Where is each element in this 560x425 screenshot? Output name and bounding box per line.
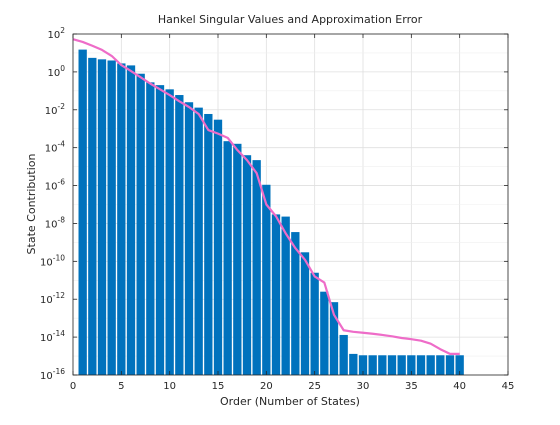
bar-order-11 xyxy=(175,95,184,375)
x-tick-label: 25 xyxy=(308,381,321,392)
y-tick-label: 10-8 xyxy=(45,215,65,230)
x-tick-labels: 0 5 10 15 20 25 30 35 40 45 xyxy=(70,381,515,392)
y-tick-label: 10-16 xyxy=(40,367,65,382)
plot-border xyxy=(72,33,509,376)
bar-order-33 xyxy=(387,355,397,375)
bar-series xyxy=(78,49,464,376)
y-axis-label: State Contribution xyxy=(25,154,38,255)
approximation-error-line xyxy=(72,38,460,355)
bar-order-24 xyxy=(300,252,310,375)
bar-order-36 xyxy=(416,355,426,375)
bar-order-8 xyxy=(146,82,155,375)
bar-order-18 xyxy=(242,155,252,375)
y-tick-label: 10-12 xyxy=(40,291,65,306)
y-tick-label: 10-14 xyxy=(40,329,65,344)
bar-order-39 xyxy=(445,355,455,375)
x-tick-label: 35 xyxy=(405,381,418,392)
x-tick-label: 0 xyxy=(70,381,76,392)
bar-order-13 xyxy=(194,107,203,375)
bar-order-19 xyxy=(252,160,261,375)
bar-order-35 xyxy=(407,355,416,375)
bar-order-2 xyxy=(88,57,97,375)
y-tick-label: 100 xyxy=(47,64,65,79)
bar-order-20 xyxy=(262,184,271,375)
bar-order-26 xyxy=(320,291,329,375)
bar-order-10 xyxy=(165,89,174,376)
x-tick-label: 5 xyxy=(118,381,124,392)
bar-order-29 xyxy=(349,353,358,375)
bar-order-3 xyxy=(97,59,107,375)
y-tick-label: 102 xyxy=(47,26,65,41)
x-tick-label: 15 xyxy=(212,381,225,392)
bar-order-27 xyxy=(329,302,339,375)
bar-order-16 xyxy=(223,141,232,375)
x-tick-label: 30 xyxy=(357,381,370,392)
bar-order-30 xyxy=(358,355,368,375)
bar-order-12 xyxy=(184,102,194,376)
chart-title: Hankel Singular Values and Approximation… xyxy=(158,13,423,26)
y-tick-label: 10-4 xyxy=(45,140,65,155)
bar-order-15 xyxy=(213,119,223,375)
bar-order-40 xyxy=(455,355,464,375)
bar-order-21 xyxy=(271,214,281,375)
x-tick-label: 45 xyxy=(502,381,515,392)
bar-order-7 xyxy=(136,73,145,375)
x-tick-label: 40 xyxy=(453,381,466,392)
bar-order-6 xyxy=(126,65,136,375)
y-tick-label: 10-6 xyxy=(45,178,65,193)
axis-ticks xyxy=(72,33,509,376)
bar-order-25 xyxy=(310,272,319,375)
bar-order-9 xyxy=(155,85,165,375)
bar-order-23 xyxy=(291,232,300,375)
bar-order-38 xyxy=(436,355,445,375)
x-axis-label: Order (Number of States) xyxy=(220,395,360,408)
bar-order-14 xyxy=(204,113,213,375)
bar-order-28 xyxy=(339,334,348,375)
bar-order-32 xyxy=(378,355,387,375)
x-tick-label: 20 xyxy=(260,381,273,392)
bar-order-31 xyxy=(368,355,377,375)
y-tick-label: 10-2 xyxy=(45,102,65,117)
bar-order-37 xyxy=(426,355,435,375)
x-tick-label: 10 xyxy=(163,381,176,392)
bar-order-34 xyxy=(397,355,406,375)
y-tick-labels: 10-16 10-14 10-12 10-10 10-8 10-6 10-4 10-2 100 1… xyxy=(40,26,65,382)
bar-order-17 xyxy=(233,143,242,375)
bar-order-4 xyxy=(107,60,116,376)
y-tick-label: 10-10 xyxy=(40,253,65,268)
bar-order-1 xyxy=(78,49,87,376)
bar-order-5 xyxy=(117,63,126,376)
bar-order-22 xyxy=(281,216,290,375)
